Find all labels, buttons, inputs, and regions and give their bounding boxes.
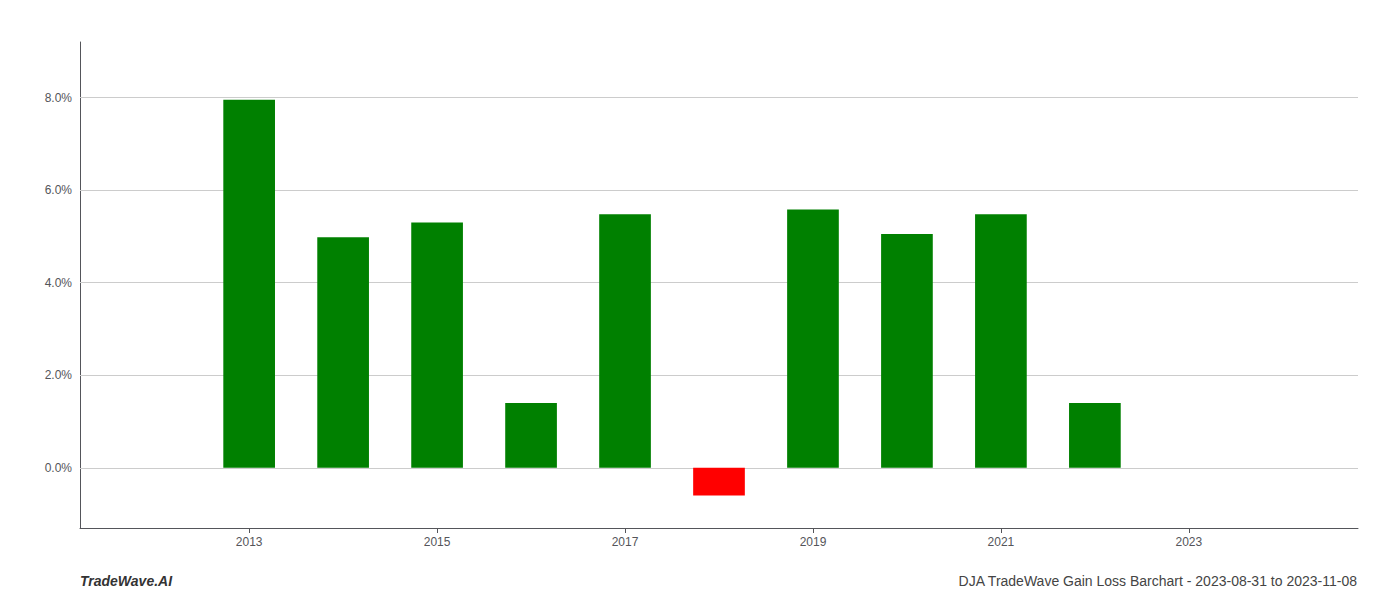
svg-text:TradeWave.AI: TradeWave.AI bbox=[80, 573, 173, 589]
svg-text:2.0%: 2.0% bbox=[45, 368, 73, 382]
svg-text:4.0%: 4.0% bbox=[45, 276, 73, 290]
svg-text:2013: 2013 bbox=[236, 535, 263, 549]
svg-text:2017: 2017 bbox=[612, 535, 639, 549]
svg-text:2015: 2015 bbox=[424, 535, 451, 549]
svg-text:8.0%: 8.0% bbox=[45, 91, 73, 105]
svg-text:6.0%: 6.0% bbox=[45, 183, 73, 197]
svg-text:2019: 2019 bbox=[800, 535, 827, 549]
svg-text:0.0%: 0.0% bbox=[45, 461, 73, 475]
svg-text:2021: 2021 bbox=[988, 535, 1015, 549]
svg-text:2023: 2023 bbox=[1176, 535, 1203, 549]
svg-text:DJA TradeWave Gain Loss Barcha: DJA TradeWave Gain Loss Barchart - 2023-… bbox=[959, 573, 1358, 589]
